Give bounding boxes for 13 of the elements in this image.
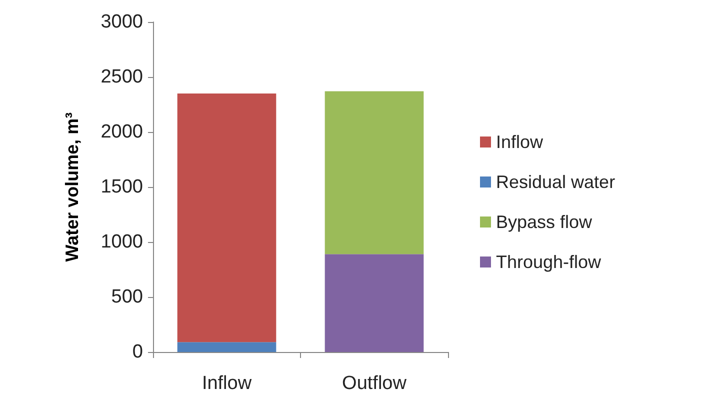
y-tick-label: 0 <box>132 342 143 362</box>
y-axis-title: Water volume, m³ <box>62 112 82 262</box>
y-tick-label: 2500 <box>100 66 143 88</box>
y-tick-label: 2000 <box>100 122 143 142</box>
legend-label: Bypass flow <box>496 212 594 232</box>
x-tick-label: Outflow <box>342 373 407 394</box>
legend-label: Through-flow <box>496 252 602 272</box>
y-tick-label: 3000 <box>100 12 143 32</box>
legend-label: Inflow <box>496 132 544 152</box>
y-tick-label: 500 <box>111 286 143 308</box>
y-tick-label: 1500 <box>100 176 143 198</box>
legend-label: Residual water <box>496 172 616 192</box>
y-tick-label: 1000 <box>100 232 143 252</box>
